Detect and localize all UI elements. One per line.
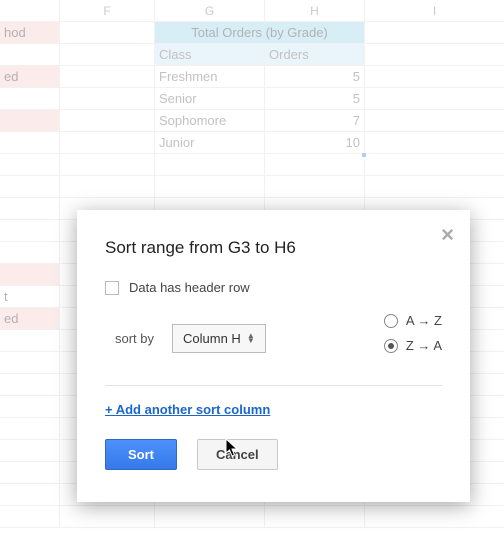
cell[interactable] <box>0 484 60 505</box>
table-cell-class[interactable]: Freshmen <box>155 66 265 87</box>
cell[interactable] <box>0 506 60 527</box>
cell[interactable] <box>60 154 155 175</box>
cell[interactable] <box>365 506 504 527</box>
col-header-e[interactable] <box>0 0 60 21</box>
cell[interactable] <box>60 506 155 527</box>
radio-az[interactable]: A → Z <box>384 313 442 328</box>
cell[interactable] <box>0 154 60 175</box>
table-cell-orders[interactable]: 5 <box>265 88 365 109</box>
cell[interactable] <box>0 352 60 373</box>
add-sort-column-link[interactable]: + Add another sort column <box>105 402 270 417</box>
col-header-h[interactable]: H <box>265 0 365 21</box>
sort-button[interactable]: Sort <box>105 439 177 470</box>
cell[interactable] <box>0 220 60 241</box>
cell-frag[interactable]: hod <box>0 22 60 43</box>
table-header-orders[interactable]: Orders <box>265 44 365 65</box>
selection-handle[interactable] <box>361 152 367 158</box>
dialog-title: Sort range from G3 to H6 <box>105 238 442 258</box>
radio-az-label: A → Z <box>406 313 442 328</box>
cell[interactable] <box>365 132 504 153</box>
col-header-i[interactable]: I <box>365 0 504 21</box>
cancel-button[interactable]: Cancel <box>197 439 278 470</box>
cell[interactable] <box>155 176 265 197</box>
header-row-option[interactable]: Data has header row <box>105 280 442 295</box>
cell[interactable] <box>365 110 504 131</box>
cell[interactable] <box>0 330 60 351</box>
radio-za[interactable]: Z → A <box>384 338 442 353</box>
sort-by-label: sort by <box>115 331 154 346</box>
cell[interactable] <box>365 176 504 197</box>
cell[interactable] <box>0 176 60 197</box>
cell[interactable] <box>0 110 60 131</box>
column-headers: F G H I <box>0 0 504 22</box>
cell[interactable] <box>0 264 60 285</box>
table-cell-class[interactable]: Senior <box>155 88 265 109</box>
radio-icon <box>384 314 398 328</box>
cell[interactable] <box>155 154 265 175</box>
sort-column-select[interactable]: Column H ▲▼ <box>172 324 266 353</box>
cell[interactable] <box>0 198 60 219</box>
cell[interactable] <box>60 44 155 65</box>
radio-icon <box>384 339 398 353</box>
table-cell-orders[interactable]: 7 <box>265 110 365 131</box>
cell-frag[interactable]: ed <box>0 308 60 329</box>
cell[interactable] <box>60 88 155 109</box>
cell[interactable] <box>0 44 60 65</box>
cell[interactable] <box>155 506 265 527</box>
cell[interactable] <box>365 88 504 109</box>
table-cell-orders[interactable]: 5 <box>265 66 365 87</box>
col-header-g[interactable]: G <box>155 0 265 21</box>
select-arrows-icon: ▲▼ <box>247 333 255 343</box>
table-cell-class[interactable]: Sophomore <box>155 110 265 131</box>
cell[interactable] <box>265 506 365 527</box>
cell[interactable] <box>365 22 504 43</box>
cell[interactable] <box>60 176 155 197</box>
cell[interactable] <box>0 462 60 483</box>
cell[interactable] <box>0 440 60 461</box>
close-icon[interactable]: × <box>441 224 454 246</box>
table-cell-orders[interactable]: 10 <box>265 132 365 153</box>
cell[interactable] <box>60 22 155 43</box>
cell[interactable] <box>0 242 60 263</box>
cell[interactable] <box>0 396 60 417</box>
divider <box>105 385 442 386</box>
table-header-class[interactable]: Class <box>155 44 265 65</box>
cell[interactable] <box>365 66 504 87</box>
cell[interactable] <box>0 374 60 395</box>
sort-dialog: × Sort range from G3 to H6 Data has head… <box>77 210 470 502</box>
cell[interactable] <box>60 110 155 131</box>
cell[interactable] <box>265 176 365 197</box>
sort-column-value: Column H <box>183 331 241 346</box>
table-cell-class[interactable]: Junior <box>155 132 265 153</box>
cell[interactable] <box>365 44 504 65</box>
header-checkbox-label: Data has header row <box>129 280 250 295</box>
col-header-f[interactable]: F <box>60 0 155 21</box>
cell-frag[interactable]: ed <box>0 66 60 87</box>
cell[interactable] <box>0 418 60 439</box>
cell[interactable] <box>60 66 155 87</box>
table-title[interactable]: Total Orders (by Grade) <box>155 22 365 43</box>
cell[interactable] <box>265 154 365 175</box>
cell[interactable] <box>0 88 60 109</box>
header-checkbox[interactable] <box>105 281 119 295</box>
cell[interactable] <box>365 154 504 175</box>
cell[interactable] <box>0 132 60 153</box>
cell[interactable] <box>60 132 155 153</box>
cell-frag[interactable]: t <box>0 286 60 307</box>
radio-za-label: Z → A <box>406 338 442 353</box>
